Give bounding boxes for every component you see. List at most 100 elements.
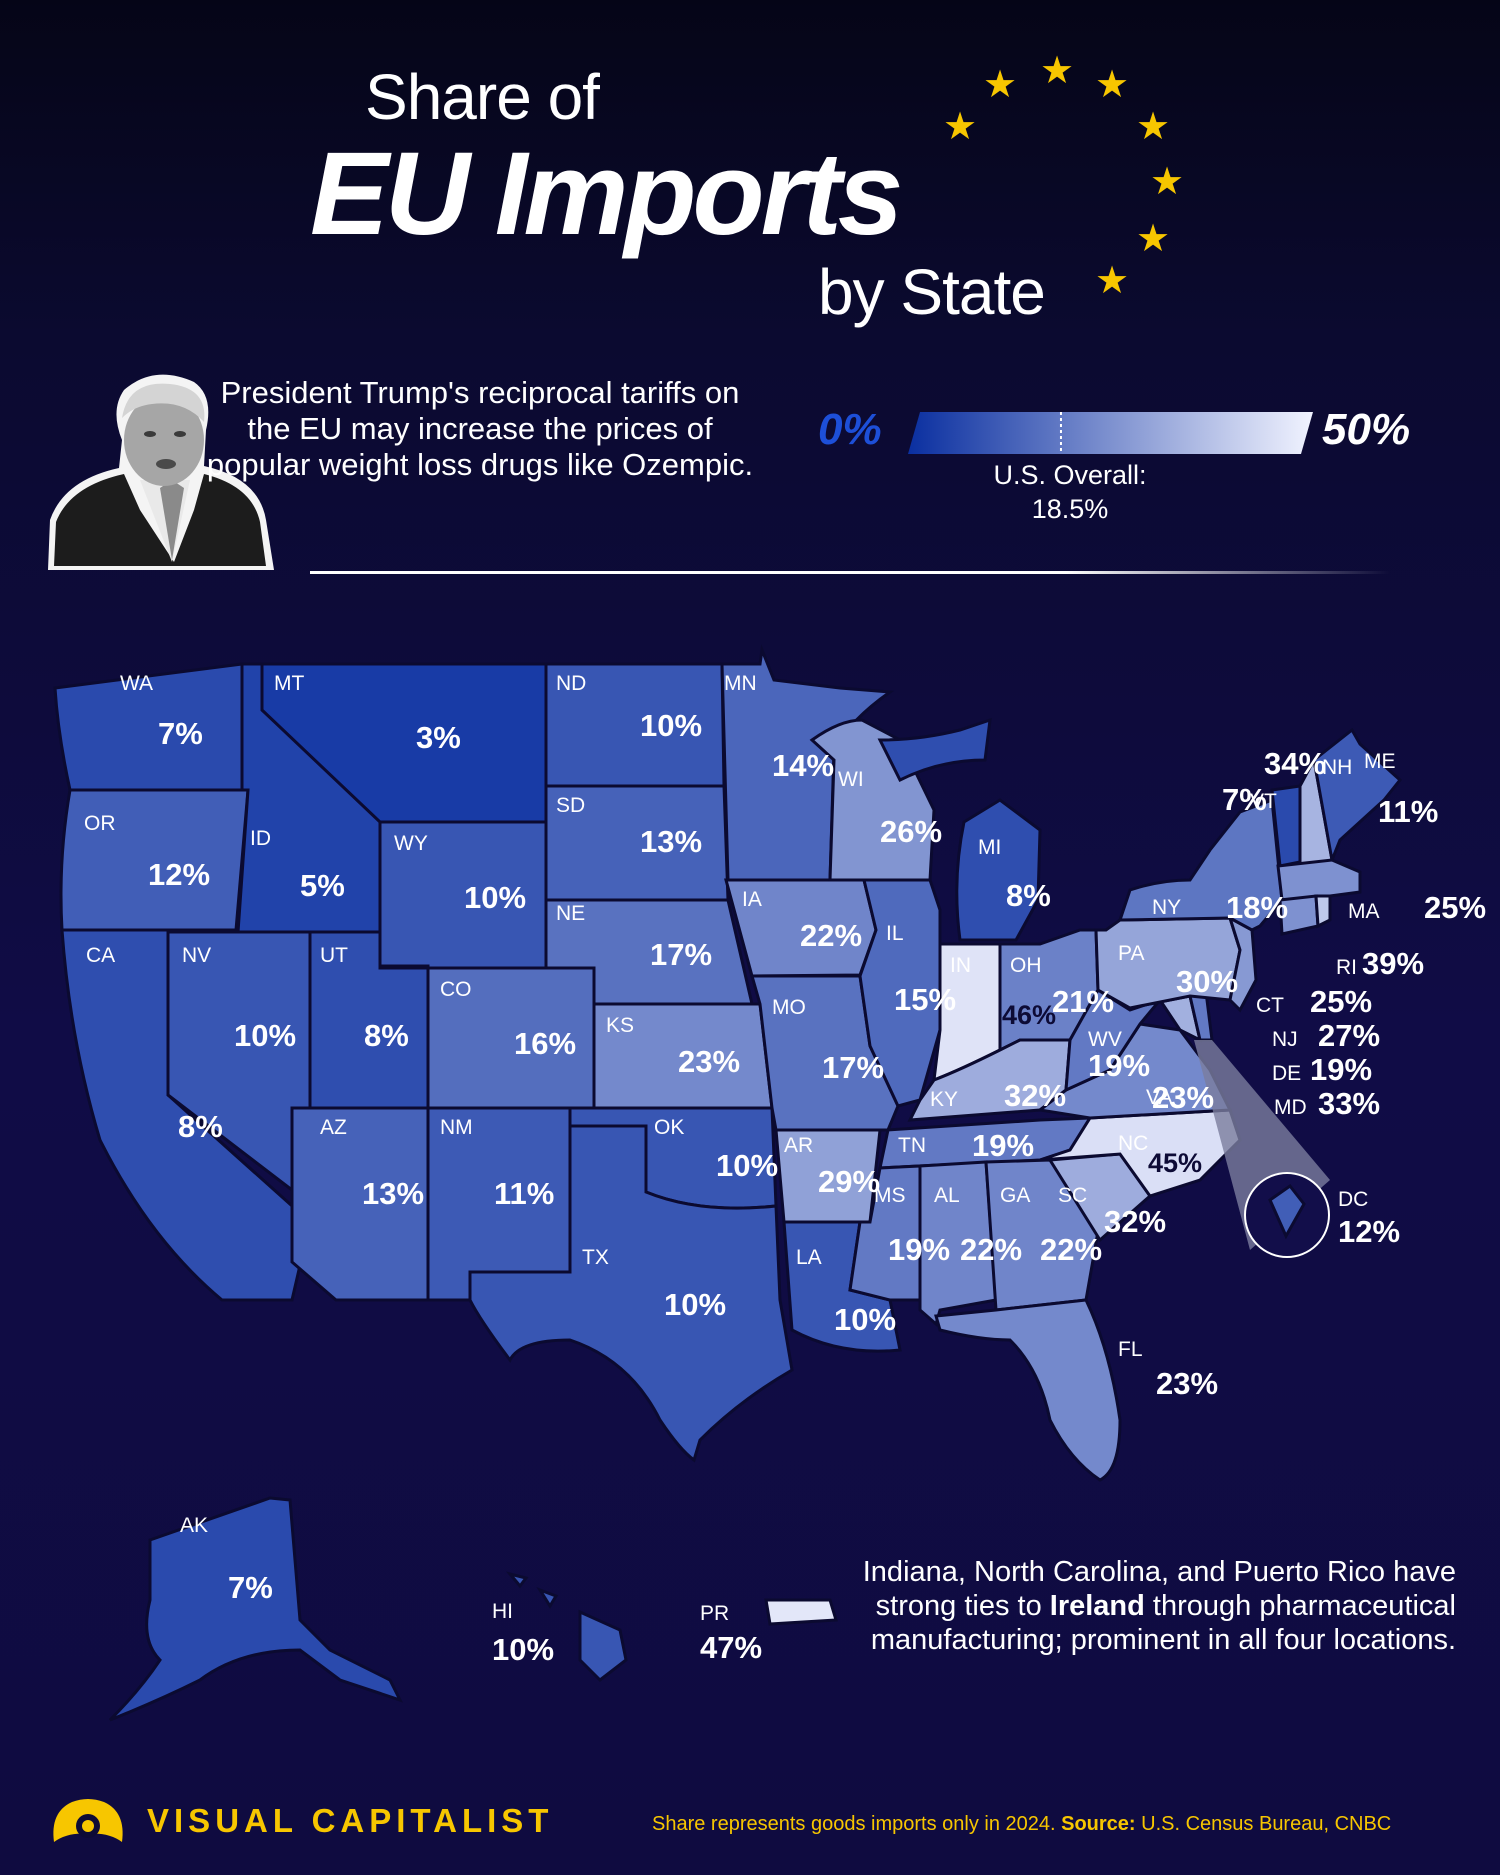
us-overall-value: 18.5% [1031,494,1109,524]
state-abbr-la: LA [796,1246,822,1269]
state-value-de: 19% [1310,1052,1372,1087]
state-abbr-va: VA [1146,1086,1172,1109]
state-abbr-az: AZ [320,1116,347,1139]
state-abbr-vt: VT [1250,790,1277,813]
state-tx [468,1124,794,1463]
state-value-ok: 10% [716,1148,778,1183]
state-me [1312,727,1403,866]
state-value-ia: 22% [800,918,862,953]
state-abbr-de: DE [1272,1062,1301,1085]
state-value-la: 10% [834,1302,896,1337]
state-fl [934,1298,1122,1482]
state-value-ma: 25% [1424,890,1486,925]
state-value-wv: 19% [1088,1048,1150,1083]
state-abbr-mn: MN [724,672,757,695]
state-abbr-wi: WI [838,768,864,791]
state-pr [764,1598,838,1626]
state-abbr-pr: PR [700,1602,729,1625]
state-abbr-mt: MT [274,672,304,695]
state-value-vt: 7% [1222,782,1267,817]
state-abbr-dc: DC [1338,1188,1368,1211]
state-value-ne: 17% [650,937,712,972]
state-value-pr: 47% [700,1630,762,1665]
state-abbr-al: AL [934,1184,960,1207]
state-value-pa: 30% [1176,964,1238,999]
us-overall: U.S. Overall: 18.5% [960,458,1180,526]
state-abbr-sc: SC [1058,1184,1087,1207]
state-value-fl: 23% [1156,1366,1218,1401]
state-abbr-nh: NH [1322,756,1352,779]
us-overall-label: U.S. Overall: [993,460,1147,490]
state-value-wy: 10% [464,880,526,915]
state-abbr-nj: NJ [1272,1028,1298,1051]
state-mi-upper [877,717,992,783]
state-value-wa: 7% [158,716,203,751]
state-ri [1314,894,1332,929]
state-value-mi: 8% [1006,878,1051,913]
state-value-id: 5% [300,868,345,903]
state-abbr-mo: MO [772,996,806,1019]
state-abbr-or: OR [84,812,116,835]
note-bold: Ireland [1049,1590,1145,1622]
state-value-nd: 10% [640,708,702,743]
state-value-ga: 22% [1040,1232,1102,1267]
state-value-ny: 18% [1226,890,1288,925]
state-abbr-id: ID [250,827,271,850]
state-hi [505,1571,628,1682]
eu-star-icon: ★ [983,64,1018,106]
state-abbr-pa: PA [1118,942,1144,965]
state-value-ky: 32% [1004,1078,1066,1113]
scale-max-label: 50% [1322,405,1411,454]
eu-star-icon: ★ [1095,64,1130,106]
state-abbr-ct: CT [1256,994,1284,1017]
note-after: through pharmaceutical manufacturing; pr… [870,1590,1456,1656]
state-abbr-ms: MS [874,1184,906,1207]
state-abbr-wv: WV [1088,1028,1122,1051]
state-abbr-tx: TX [582,1246,609,1269]
scale-min-label: 0% [818,405,882,454]
state-abbr-mi: MI [978,836,1001,859]
state-abbr-ma: MA [1348,900,1380,923]
state-abbr-ny: NY [1152,896,1181,919]
state-mi [955,798,1042,942]
brand-name: VISUAL CAPITALIST [147,1802,554,1839]
state-value-tx: 10% [664,1287,726,1322]
state-az [290,1106,430,1302]
state-value-hi: 10% [492,1632,554,1667]
state-abbr-oh: OH [1010,954,1042,977]
state-value-sc: 32% [1104,1204,1166,1239]
source-prefix: Share represents goods imports only in 2… [652,1813,1062,1835]
state-value-wi: 26% [880,814,942,849]
intro-text: President Trump's reciprocal tariffs on … [206,375,754,482]
state-value-or: 12% [148,857,210,892]
state-value-mt: 3% [416,720,461,755]
eu-star-icon: ★ [943,106,978,148]
state-abbr-ky: KY [930,1088,958,1111]
state-abbr-il: IL [886,922,904,945]
state-value-ut: 8% [364,1018,409,1053]
state-value-ca: 8% [178,1109,223,1144]
state-abbr-sd: SD [556,794,585,817]
title-line-1: Share of [365,61,600,133]
state-value-ms: 19% [888,1232,950,1267]
state-value-al: 22% [960,1232,1022,1267]
divider [310,571,1390,574]
state-value-nc: 45% [1148,1148,1202,1178]
state-value-az: 13% [362,1176,424,1211]
state-abbr-co: CO [440,978,472,1001]
visual-capitalist-logo [53,1799,123,1842]
state-value-ak: 7% [228,1570,273,1605]
eu-star-icon: ★ [1040,50,1075,92]
note-before: Indiana, North Carolina, and Puerto Rico… [862,1556,1456,1622]
state-abbr-ga: GA [1000,1184,1030,1207]
state-value-nm: 11% [494,1176,554,1211]
state-abbr-md: MD [1274,1096,1307,1119]
state-abbr-me: ME [1364,750,1396,773]
state-abbr-wa: WA [120,672,153,695]
source-text: U.S. Census Bureau, CNBC [1135,1813,1392,1835]
state-value-nj: 27% [1318,1018,1380,1053]
state-value-tn: 19% [972,1128,1034,1163]
source-label: Source: [1061,1813,1136,1835]
state-abbr-ks: KS [606,1014,634,1037]
